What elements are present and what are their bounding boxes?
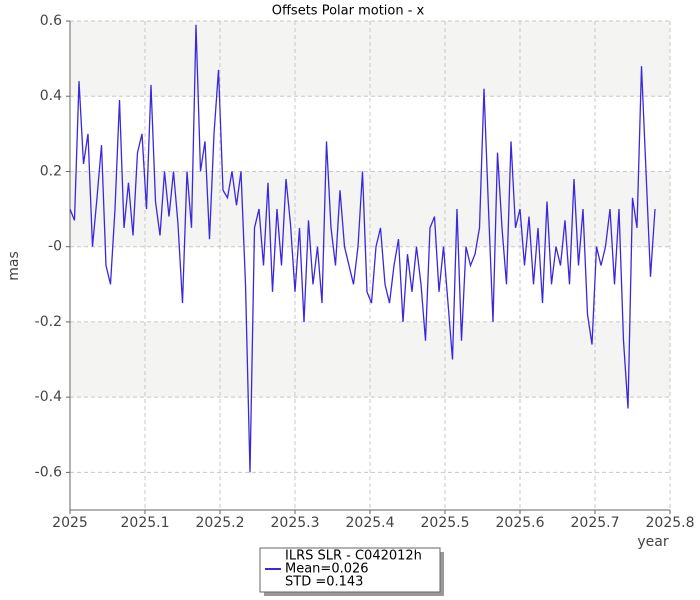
x-tick-label: 2025.7: [571, 515, 620, 531]
plot-area: -0.6 -0.4 -0.2 -0 0.2 0.4 0.6 2025 2025.1 2025.2 2…: [35, 13, 695, 531]
y-tick-label: 0.4: [40, 88, 62, 104]
y-axis-label: mas: [6, 251, 22, 281]
x-tick-label: 2025.3: [271, 515, 320, 531]
y-tick-label: 0.2: [40, 163, 62, 179]
legend-label: ILRS SLR - C042012h: [285, 549, 422, 564]
legend-box: [259, 547, 441, 593]
x-tick-label: 2025.8: [646, 515, 695, 531]
legend-std: STD =0.143: [285, 575, 363, 590]
y-tick-label: -0.4: [35, 389, 62, 405]
x-axis-label: year: [637, 534, 668, 550]
y-tick-label: -0.2: [35, 314, 62, 330]
data-line: [69, 24, 656, 473]
x-tick-label: 2025.1: [121, 515, 170, 531]
y-tick-label: -0: [48, 239, 62, 255]
x-tick-label: 2025.4: [346, 515, 395, 531]
x-tick-label: 2025.2: [196, 515, 245, 531]
x-tick-label: 2025.5: [421, 515, 470, 531]
x-tick-label: 2025: [52, 515, 88, 531]
y-tick-label: -0.6: [35, 464, 62, 480]
x-tick-label: 2025.6: [496, 515, 545, 531]
y-tick-label: 0.6: [40, 13, 62, 29]
legend-mean: Mean=0.026: [285, 562, 369, 577]
chart-title: Offsets Polar motion - x: [272, 4, 425, 19]
